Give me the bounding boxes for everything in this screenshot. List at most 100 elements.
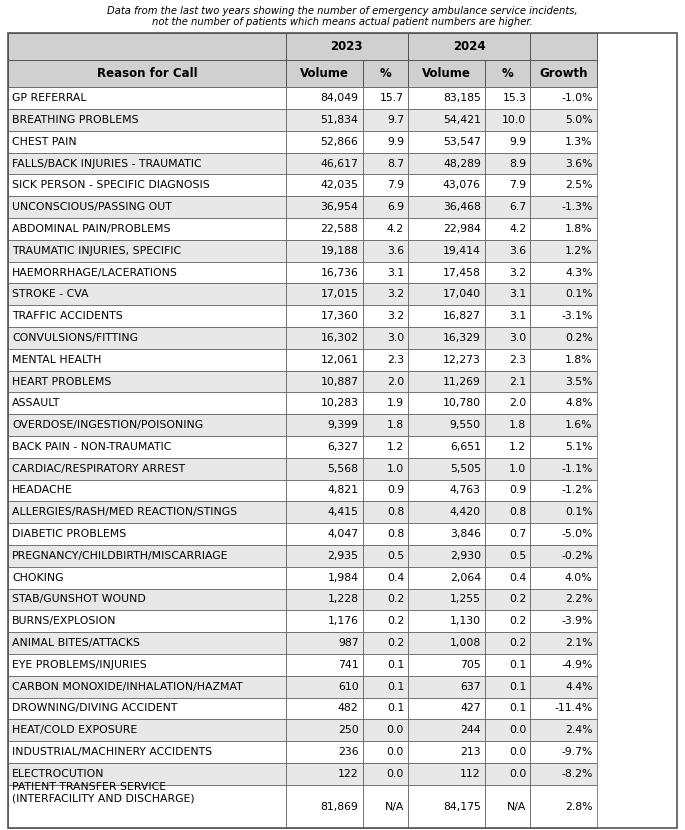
Text: 9,399: 9,399 — [327, 420, 358, 430]
Text: 36,954: 36,954 — [321, 203, 358, 212]
Bar — [8, 654, 286, 676]
Bar — [408, 87, 485, 109]
Bar — [362, 218, 408, 240]
Bar — [8, 588, 286, 610]
Text: 2.4%: 2.4% — [565, 725, 593, 735]
Bar — [8, 153, 286, 174]
Text: 16,329: 16,329 — [443, 333, 481, 343]
Bar — [8, 131, 286, 153]
Bar — [8, 33, 286, 61]
Bar — [530, 501, 597, 523]
Text: 0.2: 0.2 — [387, 617, 404, 627]
Text: 5.1%: 5.1% — [565, 442, 593, 452]
Text: 83,185: 83,185 — [443, 93, 481, 103]
Text: 8.7: 8.7 — [387, 159, 404, 168]
Text: -9.7%: -9.7% — [561, 747, 593, 757]
Text: 4,821: 4,821 — [327, 486, 358, 496]
Text: ASSAULT: ASSAULT — [12, 398, 60, 408]
Text: 84,049: 84,049 — [321, 93, 358, 103]
Bar — [362, 458, 408, 480]
Bar — [408, 784, 485, 828]
Bar — [408, 654, 485, 676]
Bar — [485, 545, 530, 567]
Bar — [408, 218, 485, 240]
Bar — [530, 480, 597, 501]
Bar — [530, 283, 597, 305]
Bar — [485, 240, 530, 261]
Text: 53,547: 53,547 — [443, 137, 481, 147]
Bar — [530, 153, 597, 174]
Bar — [485, 501, 530, 523]
Text: 9.7: 9.7 — [387, 115, 404, 125]
Bar — [8, 327, 286, 349]
Bar — [286, 784, 362, 828]
Bar — [286, 763, 362, 784]
Text: SICK PERSON - SPECIFIC DIAGNOSIS: SICK PERSON - SPECIFIC DIAGNOSIS — [12, 180, 210, 190]
Bar — [286, 458, 362, 480]
Bar — [286, 33, 408, 61]
Text: 1,228: 1,228 — [327, 594, 358, 604]
Bar — [530, 33, 597, 61]
Bar — [8, 218, 286, 240]
Bar — [8, 109, 286, 131]
Bar — [362, 174, 408, 196]
Text: 15.3: 15.3 — [502, 93, 526, 103]
Text: 6,327: 6,327 — [327, 442, 358, 452]
Bar — [286, 327, 362, 349]
Bar — [286, 567, 362, 588]
Text: -1.0%: -1.0% — [561, 93, 593, 103]
Bar — [485, 327, 530, 349]
Text: 1.6%: 1.6% — [565, 420, 593, 430]
Bar — [8, 720, 286, 741]
Bar — [362, 676, 408, 697]
Text: 7.9: 7.9 — [387, 180, 404, 190]
Text: -1.1%: -1.1% — [561, 464, 593, 474]
Bar — [8, 697, 286, 720]
Bar — [485, 349, 530, 371]
Text: 0.1: 0.1 — [387, 681, 404, 691]
Bar — [485, 371, 530, 393]
Text: 12,273: 12,273 — [443, 354, 481, 364]
Bar — [485, 218, 530, 240]
Text: 4.2: 4.2 — [509, 224, 526, 234]
Text: 0.4: 0.4 — [509, 573, 526, 583]
Text: 22,984: 22,984 — [443, 224, 481, 234]
Bar — [286, 501, 362, 523]
Bar — [408, 436, 485, 458]
Bar — [485, 87, 530, 109]
Text: -11.4%: -11.4% — [554, 704, 593, 714]
Bar — [530, 436, 597, 458]
Bar — [362, 349, 408, 371]
Text: 11,269: 11,269 — [443, 377, 481, 387]
Bar — [485, 305, 530, 327]
Text: N/A: N/A — [385, 802, 404, 812]
Text: 10,283: 10,283 — [321, 398, 358, 408]
Bar — [286, 153, 362, 174]
Bar — [362, 784, 408, 828]
Text: 36,468: 36,468 — [443, 203, 481, 212]
Text: TRAFFIC ACCIDENTS: TRAFFIC ACCIDENTS — [12, 311, 123, 321]
Text: 1,176: 1,176 — [327, 617, 358, 627]
Text: 0.2: 0.2 — [509, 617, 526, 627]
Text: HEAT/COLD EXPOSURE: HEAT/COLD EXPOSURE — [12, 725, 138, 735]
Text: UNCONSCIOUS/PASSING OUT: UNCONSCIOUS/PASSING OUT — [12, 203, 172, 212]
Text: 9,550: 9,550 — [450, 420, 481, 430]
Text: 0.0: 0.0 — [509, 747, 526, 757]
Bar — [530, 741, 597, 763]
Text: 17,015: 17,015 — [321, 290, 358, 300]
Bar — [530, 458, 597, 480]
Bar — [408, 610, 485, 632]
Text: 250: 250 — [338, 725, 358, 735]
Bar — [362, 414, 408, 436]
Bar — [286, 545, 362, 567]
Bar — [8, 174, 286, 196]
Bar — [530, 545, 597, 567]
Bar — [362, 567, 408, 588]
Bar — [408, 720, 485, 741]
Text: 4,763: 4,763 — [450, 486, 481, 496]
Bar — [530, 414, 597, 436]
Text: 2,935: 2,935 — [327, 551, 358, 561]
Bar — [286, 261, 362, 283]
Bar — [286, 393, 362, 414]
Bar — [362, 109, 408, 131]
